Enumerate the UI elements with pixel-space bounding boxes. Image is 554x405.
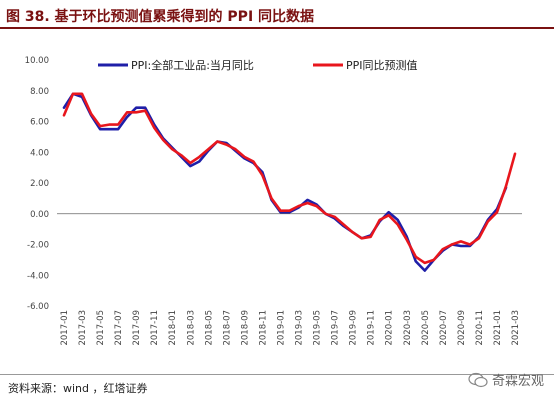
x-tick-label: 2018-11 (258, 310, 268, 346)
x-tick-label: 2021-01 (493, 310, 503, 346)
x-tick-label: 2018-09 (240, 310, 250, 346)
chart-legend: PPI:全部工业品:当月同比 PPI同比预测值 (98, 58, 418, 72)
x-tick-label: 2019-09 (349, 310, 359, 346)
y-tick-label: 10.00 (25, 56, 49, 66)
x-tick-label: 2020-09 (457, 310, 467, 346)
series-line-actual (62, 92, 508, 272)
series-lines (62, 92, 517, 272)
x-axis-ticks: 2017-01 2017-03 2017-05 2017-07 2017-09 2017-… (60, 310, 521, 346)
x-tick-label: 2019-01 (276, 310, 286, 346)
legend-label-forecast: PPI同比预测值 (346, 59, 418, 72)
ppi-line-chart: 10.00 8.00 6.00 4.00 2.00 0.00 -2.00 -4.00 -6.00… (25, 56, 522, 346)
watermark: 奇霖宏观 (468, 370, 544, 389)
x-tick-label: 2020-11 (475, 310, 485, 346)
x-tick-label: 2017-09 (132, 310, 142, 346)
x-tick-label: 2021-03 (511, 310, 521, 346)
source-divider (0, 374, 554, 375)
x-tick-label: 2020-07 (439, 310, 449, 346)
x-tick-label: 2017-03 (78, 310, 88, 346)
x-tick-label: 2018-03 (186, 310, 196, 346)
x-tick-label: 2017-01 (60, 310, 70, 346)
x-tick-label: 2017-07 (114, 310, 124, 346)
watermark-text: 奇霖宏观 (491, 374, 544, 389)
x-tick-label: 2019-07 (331, 310, 341, 346)
x-tick-label: 2019-11 (367, 310, 377, 346)
source-note: 资料来源：wind ，红塔证券 (8, 382, 148, 395)
wechat-logo-icon (468, 372, 488, 388)
x-tick-label: 2020-01 (385, 310, 395, 346)
x-tick-label: 2020-03 (403, 310, 413, 346)
x-tick-label: 2018-07 (222, 310, 232, 346)
series-line-forecast (62, 92, 517, 265)
y-tick-label: 0.00 (30, 210, 49, 220)
y-tick-label: -2.00 (27, 241, 49, 251)
x-tick-label: 2018-05 (204, 310, 214, 346)
x-tick-label: 2020-05 (421, 310, 431, 346)
y-tick-label: 2.00 (30, 179, 49, 189)
y-tick-label: 8.00 (30, 87, 49, 97)
y-axis-ticks: 10.00 8.00 6.00 4.00 2.00 0.00 -2.00 -4.00 -6.00 (25, 56, 49, 312)
x-tick-label: 2019-05 (313, 310, 323, 346)
y-tick-label: -4.00 (27, 271, 49, 281)
legend-label-actual: PPI:全部工业品:当月同比 (131, 58, 254, 72)
y-tick-label: 4.00 (30, 148, 49, 158)
y-tick-label: -6.00 (27, 302, 49, 312)
x-tick-label: 2019-03 (295, 310, 305, 346)
figure-title: 图 38. 基于环比预测值累乘得到的 PPI 同比数据 (6, 9, 315, 25)
x-tick-label: 2018-01 (168, 310, 178, 346)
y-tick-label: 6.00 (30, 118, 49, 128)
title-underline (0, 27, 554, 29)
x-tick-label: 2017-05 (96, 310, 106, 346)
x-tick-label: 2017-11 (150, 310, 160, 346)
